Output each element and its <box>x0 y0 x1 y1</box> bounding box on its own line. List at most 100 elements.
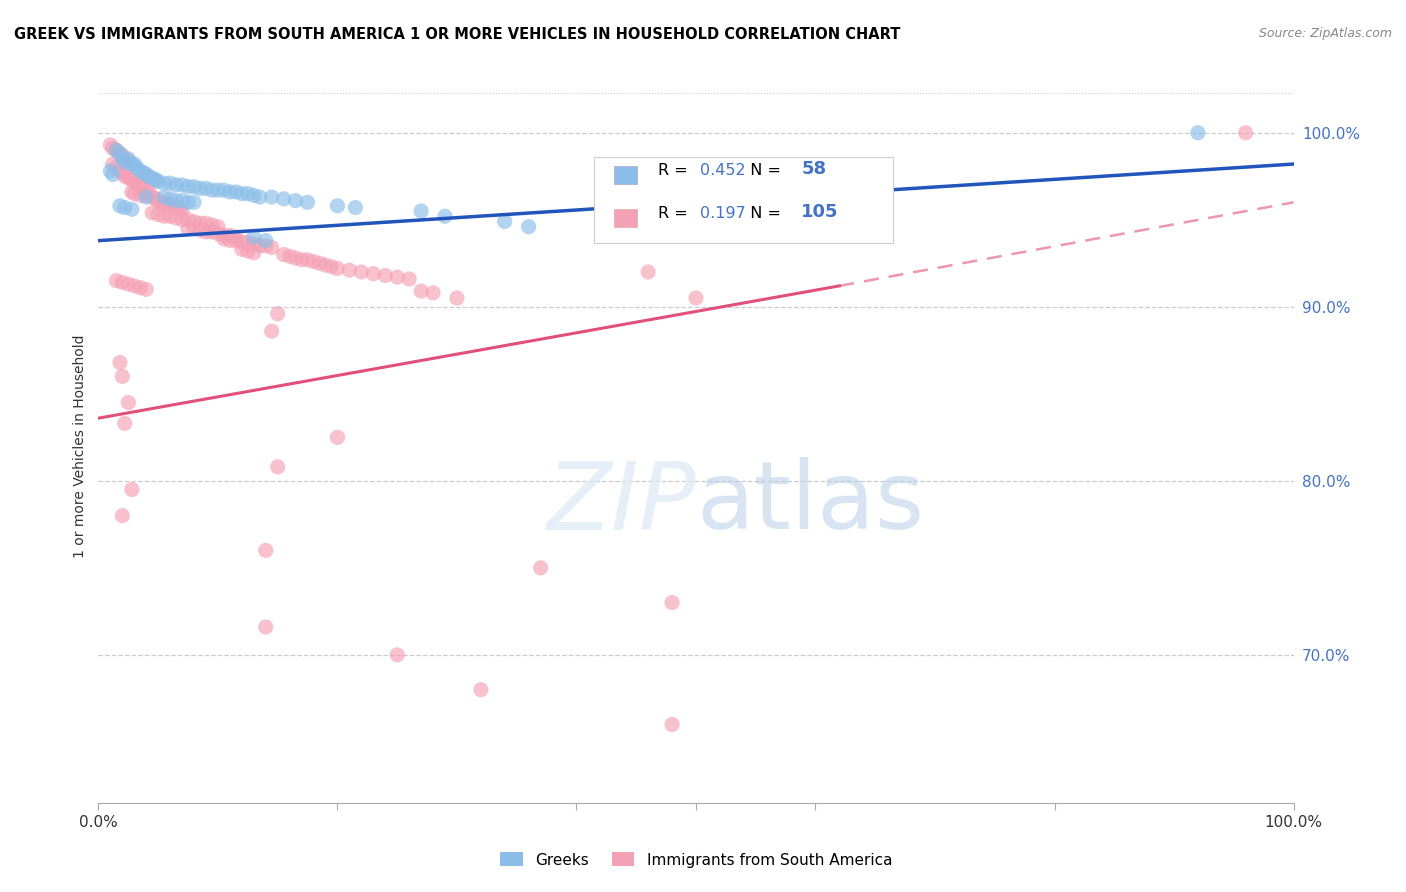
Point <box>661 596 683 610</box>
Point <box>108 164 131 178</box>
Point <box>284 194 307 208</box>
Point <box>517 219 540 234</box>
Point <box>249 190 271 204</box>
Point <box>284 251 307 265</box>
Point <box>188 223 211 237</box>
FancyBboxPatch shape <box>595 157 893 243</box>
Point <box>132 179 155 194</box>
Point <box>111 152 134 166</box>
Point <box>101 157 124 171</box>
Point <box>363 267 385 281</box>
Text: 105: 105 <box>801 202 838 220</box>
Point <box>212 228 235 243</box>
Point <box>219 234 242 248</box>
Point <box>135 190 157 204</box>
Point <box>207 183 229 197</box>
Point <box>267 459 290 474</box>
Point <box>114 169 136 184</box>
Point <box>260 324 283 338</box>
Point <box>243 188 266 202</box>
Point <box>201 218 224 232</box>
Point <box>101 141 124 155</box>
Point <box>105 161 128 175</box>
Point <box>267 307 290 321</box>
Point <box>231 235 253 250</box>
Point <box>124 174 146 188</box>
Point <box>177 195 200 210</box>
Point <box>121 157 143 171</box>
Point <box>385 270 409 285</box>
Point <box>105 274 128 288</box>
Point <box>385 648 409 662</box>
Point <box>315 258 337 272</box>
Point <box>124 186 146 201</box>
Point <box>159 176 181 190</box>
Point <box>177 179 200 194</box>
Point <box>135 282 157 296</box>
Point <box>326 261 349 276</box>
FancyBboxPatch shape <box>613 166 637 184</box>
Text: Source: ZipAtlas.com: Source: ZipAtlas.com <box>1258 27 1392 40</box>
Point <box>243 245 266 260</box>
Point <box>114 417 136 431</box>
Point <box>219 185 242 199</box>
Point <box>105 143 128 157</box>
Text: ZIP: ZIP <box>547 458 696 549</box>
Point <box>254 234 277 248</box>
Point <box>138 183 160 197</box>
Point <box>260 190 283 204</box>
Point <box>225 234 247 248</box>
Point <box>291 252 314 267</box>
Point <box>165 201 187 215</box>
Point <box>141 206 163 220</box>
Point <box>117 152 139 166</box>
Point <box>159 192 181 206</box>
Point <box>148 194 170 208</box>
Point <box>153 209 176 223</box>
Point <box>236 244 259 258</box>
Point <box>105 143 128 157</box>
Point <box>254 239 277 253</box>
Point <box>117 171 139 186</box>
Point <box>162 201 184 215</box>
Text: R =: R = <box>658 162 693 178</box>
Text: GREEK VS IMMIGRANTS FROM SOUTH AMERICA 1 OR MORE VEHICLES IN HOUSEHOLD CORRELATI: GREEK VS IMMIGRANTS FROM SOUTH AMERICA 1… <box>14 27 900 42</box>
Text: atlas: atlas <box>696 457 924 549</box>
Point <box>195 181 218 195</box>
Point <box>172 204 194 219</box>
Point <box>121 185 143 199</box>
Point <box>494 214 516 228</box>
Point <box>124 157 146 171</box>
Point <box>111 276 134 290</box>
Point <box>169 202 191 217</box>
Point <box>111 148 134 162</box>
Point <box>165 211 187 225</box>
Point <box>219 228 242 243</box>
Point <box>114 152 136 166</box>
Point <box>125 176 148 190</box>
Point <box>188 216 211 230</box>
Point <box>159 199 181 213</box>
Point <box>125 161 148 175</box>
Point <box>231 186 253 201</box>
Point <box>117 153 139 168</box>
Point <box>308 256 330 270</box>
Point <box>236 186 259 201</box>
Point <box>411 204 433 219</box>
Point <box>1187 126 1209 140</box>
Point <box>321 260 343 274</box>
Point <box>124 278 146 293</box>
Point <box>153 197 176 211</box>
Text: N =: N = <box>740 205 786 220</box>
Point <box>117 395 139 409</box>
Point <box>148 207 170 221</box>
Point <box>108 146 131 161</box>
Point <box>177 221 200 235</box>
Point <box>278 249 301 263</box>
Point <box>207 219 229 234</box>
Point <box>231 243 253 257</box>
Point <box>249 239 271 253</box>
Point <box>236 235 259 250</box>
Legend: Greeks, Immigrants from South America: Greeks, Immigrants from South America <box>494 847 898 873</box>
Point <box>111 369 134 384</box>
